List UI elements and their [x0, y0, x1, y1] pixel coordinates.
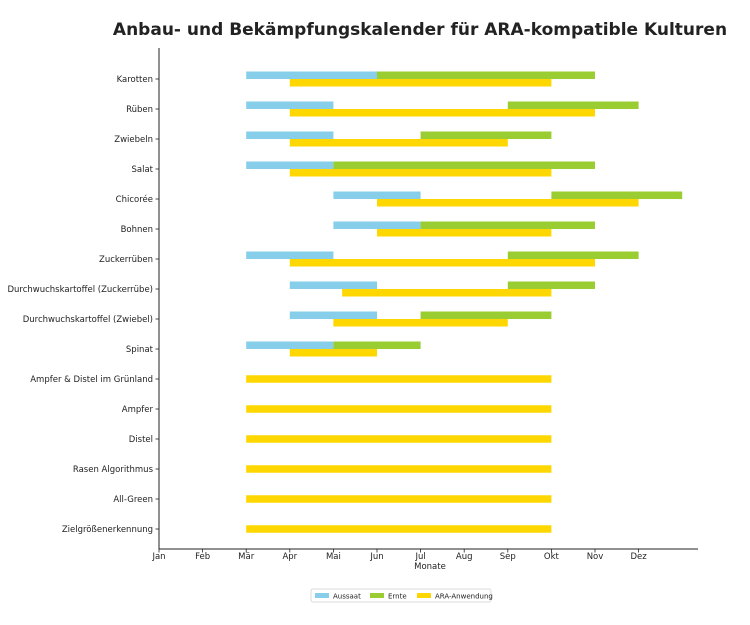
bar-ara-karotten [289, 79, 552, 87]
y-tick-label-rueben: Rüben [126, 105, 153, 115]
y-tick-label-karotten: Karotten [117, 75, 153, 85]
y-tick-label-chicoree: Chicorée [116, 194, 153, 205]
legend-label-ernte: Ernte [388, 593, 407, 601]
bar-ara-spinat [289, 349, 377, 357]
y-tick-label-zwiebeln: Zwiebeln [114, 135, 153, 145]
legend-swatch-ernte [370, 593, 384, 598]
bar-aussaat-karotten [246, 71, 377, 79]
bar-aussaat-spinat [246, 341, 334, 349]
bar-ernte-chicoree [551, 191, 683, 199]
bar-ernte-zuckerrueben [507, 251, 639, 259]
bar-aussaat-zwiebeln [246, 131, 334, 139]
bar-ara-salat [289, 169, 552, 177]
bar-ara-rueben [289, 109, 595, 117]
bar-ara-zuckerrueben [289, 259, 595, 267]
bar-ernte-rueben [507, 101, 639, 109]
y-tick-label-durchwuchskartoffel-zuckerruebe: Durchwuchskartoffel (Zuckerrübe) [7, 285, 153, 295]
bar-ernte-spinat [333, 341, 421, 349]
bar-aussaat-zuckerrueben [246, 251, 334, 259]
y-tick-label-durchwuchskartoffel-zwiebel: Durchwuchskartoffel (Zwiebel) [23, 315, 153, 325]
y-ticks: Karotten Rüben Zwiebeln Salat Chicorée Bohnen… [7, 75, 159, 535]
x-tick-label-dez: Dez [630, 552, 647, 562]
legend-frame [310, 588, 492, 603]
x-tick-label-feb: Feb [195, 552, 210, 562]
x-tick-label-jan: Jan [151, 552, 165, 562]
x-tick-label-maer: Mär [238, 552, 255, 562]
bar-ara-bohnen [377, 229, 552, 237]
x-tick-label-aug: Aug [456, 552, 473, 562]
bar-ernte-durchwuchskartoffel-zwiebel [420, 311, 552, 319]
bar-ara-zielgroessenerkennung [246, 525, 552, 533]
x-tick-label-apr: Apr [282, 552, 297, 562]
bar-ara-all-green [246, 495, 552, 503]
bar-ernte-durchwuchskartoffel-zuckerruebe [507, 281, 595, 289]
y-tick-label-ampfer-distel-im-gruenland: Ampfer & Distel im Grünland [30, 375, 153, 385]
legend-swatch-ara-anwendung [417, 593, 431, 598]
y-tick-label-rasen-algorithmus: Rasen Algorithmus [73, 465, 154, 475]
legend-label-aussaat: Aussaat [333, 593, 361, 601]
y-tick-label-distel: Distel [129, 435, 153, 445]
bar-ara-durchwuchskartoffel-zwiebel [333, 319, 508, 327]
bar-aussaat-bohnen [333, 221, 421, 229]
y-tick-label-zuckerrueben: Zuckerrüben [99, 255, 153, 265]
y-tick-label-spinat: Spinat [126, 345, 154, 355]
bar-ara-chicoree [377, 199, 639, 207]
bar-ernte-bohnen [420, 221, 595, 229]
bar-ara-rasen-algorithmus [246, 465, 552, 473]
bar-aussaat-salat [246, 161, 334, 169]
x-tick-label-jul: Jul [414, 552, 425, 562]
bar-aussaat-durchwuchskartoffel-zuckerruebe [289, 281, 377, 289]
x-tick-label-sep: Sep [500, 552, 516, 562]
legend: Aussaat Ernte ARA-Anwendung [310, 588, 493, 603]
x-tick-label-nov: Nov [587, 552, 604, 562]
legend-label-ara-anwendung: ARA-Anwendung [435, 593, 493, 601]
bar-ara-zwiebeln [289, 139, 508, 147]
bar-ernte-salat [333, 161, 595, 169]
bar-aussaat-chicoree [333, 191, 421, 199]
x-tick-label-jun: Jun [369, 552, 383, 562]
x-tick-label-okt: Okt [544, 552, 560, 562]
bar-aussaat-rueben [246, 101, 334, 109]
bar-ernte-zwiebeln [420, 131, 552, 139]
chart-title: Anbau- und Bekämpfungskalender für ARA-k… [113, 20, 727, 40]
y-tick-label-bohnen: Bohnen [121, 225, 153, 235]
bar-ara-durchwuchskartoffel-zuckerruebe [342, 289, 552, 297]
y-tick-label-ampfer: Ampfer [122, 405, 154, 415]
x-ticks: Jan Feb Mär Apr Mai Jun Jul Aug Sep Okt Nov Dez [151, 549, 647, 562]
y-tick-label-salat: Salat [131, 165, 153, 175]
bar-ara-ampfer-distel-im-gruenland [246, 375, 552, 383]
legend-swatch-aussaat [315, 593, 329, 598]
x-tick-label-mai: Mai [326, 552, 341, 562]
y-tick-label-zielgroessenerkennung: Zielgrößenerkennung [62, 525, 153, 535]
y-tick-label-all-green: All-Green [113, 495, 153, 505]
bar-ernte-karotten [377, 71, 595, 79]
bar-aussaat-durchwuchskartoffel-zwiebel [289, 311, 377, 319]
bar-ara-ampfer [246, 405, 552, 413]
x-axis-label: Monate [414, 562, 446, 572]
bar-ara-distel [246, 435, 552, 443]
bars-layer [246, 71, 683, 533]
